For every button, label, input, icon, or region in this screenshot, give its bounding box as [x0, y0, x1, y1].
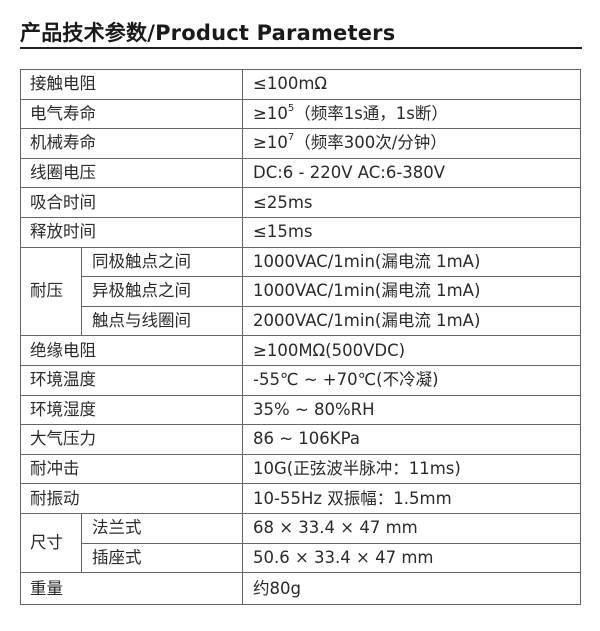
table-row: 尺寸 法兰式 68 × 33.4 × 47 mm — [20, 512, 581, 574]
param-value: 68 × 33.4 × 47 mm — [242, 512, 581, 544]
value-exponent: 7 — [287, 132, 295, 144]
param-label: 耐冲击 — [20, 453, 243, 485]
table-row: 接触电阻 ≤100mΩ — [20, 69, 581, 100]
table-row: 电气寿命 ≥105（频率1s通，1s断） — [20, 98, 581, 130]
group-label-size: 尺寸 — [20, 512, 82, 574]
table-row: 环境湿度 35% ~ 80%RH — [20, 394, 581, 426]
value-note: （频率1s通，1s断） — [294, 103, 448, 123]
param-label: 吸合时间 — [20, 187, 243, 218]
table-row: 大气压力 86 ~ 106KPa — [20, 424, 581, 455]
param-value: 1000VAC/1min(漏电流 1mA) — [242, 276, 581, 307]
table-row: 环境温度 -55℃ ~ +70℃(不冷凝) — [20, 364, 581, 396]
table-row: 机械寿命 ≥107（频率300次/分钟） — [20, 128, 581, 159]
value-note: （频率300次/分钟） — [294, 133, 447, 153]
param-value: 86 ~ 106KPa — [242, 424, 581, 455]
page-title: 产品技术参数/Product Parameters — [20, 21, 396, 45]
table-row: 释放时间 ≤15ms — [20, 216, 581, 248]
param-value: 1000VAC/1min(漏电流 1mA) — [242, 246, 581, 278]
param-label: 重量 — [20, 572, 243, 606]
table-row: 吸合时间 ≤25ms — [20, 187, 581, 218]
param-value: 2000VAC/1min(漏电流 1mA) — [242, 305, 581, 337]
param-value: 10-55Hz 双振幅：1.5mm — [242, 483, 581, 514]
param-value: ≤25ms — [242, 187, 581, 218]
param-label: 绝缘电阻 — [20, 335, 243, 366]
value-base: ≥10 — [253, 103, 288, 123]
param-label: 环境温度 — [20, 364, 243, 396]
param-value: ≥100MΩ(500VDC) — [242, 335, 581, 366]
param-label: 机械寿命 — [20, 128, 243, 159]
param-label: 电气寿命 — [20, 98, 243, 130]
param-value: ≥105（频率1s通，1s断） — [242, 98, 581, 130]
table-row: 耐冲击 10G(正弦波半脉冲：11ms) — [20, 453, 581, 485]
table-row: 触点与线圈间 2000VAC/1min(漏电流 1mA) — [21, 305, 581, 337]
sub-label: 同极触点之间 — [81, 246, 243, 278]
table-row: 插座式 50.6 × 33.4 × 47 mm — [21, 542, 581, 574]
param-label: 耐振动 — [20, 483, 243, 514]
table-row: 重量 约80g — [20, 572, 581, 606]
sub-label: 插座式 — [81, 542, 243, 574]
title-divider — [20, 47, 582, 49]
param-value: -55℃ ~ +70℃(不冷凝) — [242, 364, 581, 396]
value-base: ≥10 — [253, 133, 288, 153]
param-label: 环境湿度 — [20, 394, 243, 426]
param-value: 约80g — [242, 572, 581, 606]
sub-label: 异极触点之间 — [81, 276, 243, 307]
group-label-withstand: 耐压 — [20, 246, 82, 337]
param-value: ≤100mΩ — [242, 69, 581, 100]
table-row: 异极触点之间 1000VAC/1min(漏电流 1mA) — [21, 276, 581, 307]
param-label: 释放时间 — [20, 216, 243, 248]
param-value: 35% ~ 80%RH — [242, 394, 581, 426]
param-value: 50.6 × 33.4 × 47 mm — [242, 542, 581, 574]
param-label: 线圈电压 — [20, 157, 243, 189]
parameters-table: 接触电阻 ≤100mΩ 电气寿命 ≥105（频率1s通，1s断） 机械寿命 ≥107（… — [20, 69, 581, 606]
param-label: 接触电阻 — [20, 69, 243, 100]
value-exponent: 5 — [287, 102, 295, 114]
param-value: DC:6 - 220V AC:6-380V — [242, 157, 581, 189]
table-row: 耐压 同极触点之间 1000VAC/1min(漏电流 1mA) — [20, 246, 581, 337]
param-value: ≤15ms — [242, 216, 581, 248]
table-row: 耐振动 10-55Hz 双振幅：1.5mm — [20, 483, 581, 514]
table-row: 绝缘电阻 ≥100MΩ(500VDC) — [20, 335, 581, 366]
sub-label: 法兰式 — [81, 512, 243, 544]
param-value: ≥107（频率300次/分钟） — [242, 128, 581, 159]
param-value: 10G(正弦波半脉冲：11ms) — [242, 453, 581, 485]
table-row: 线圈电压 DC:6 - 220V AC:6-380V — [20, 157, 581, 189]
param-label: 大气压力 — [20, 424, 243, 455]
sub-label: 触点与线圈间 — [81, 305, 243, 337]
